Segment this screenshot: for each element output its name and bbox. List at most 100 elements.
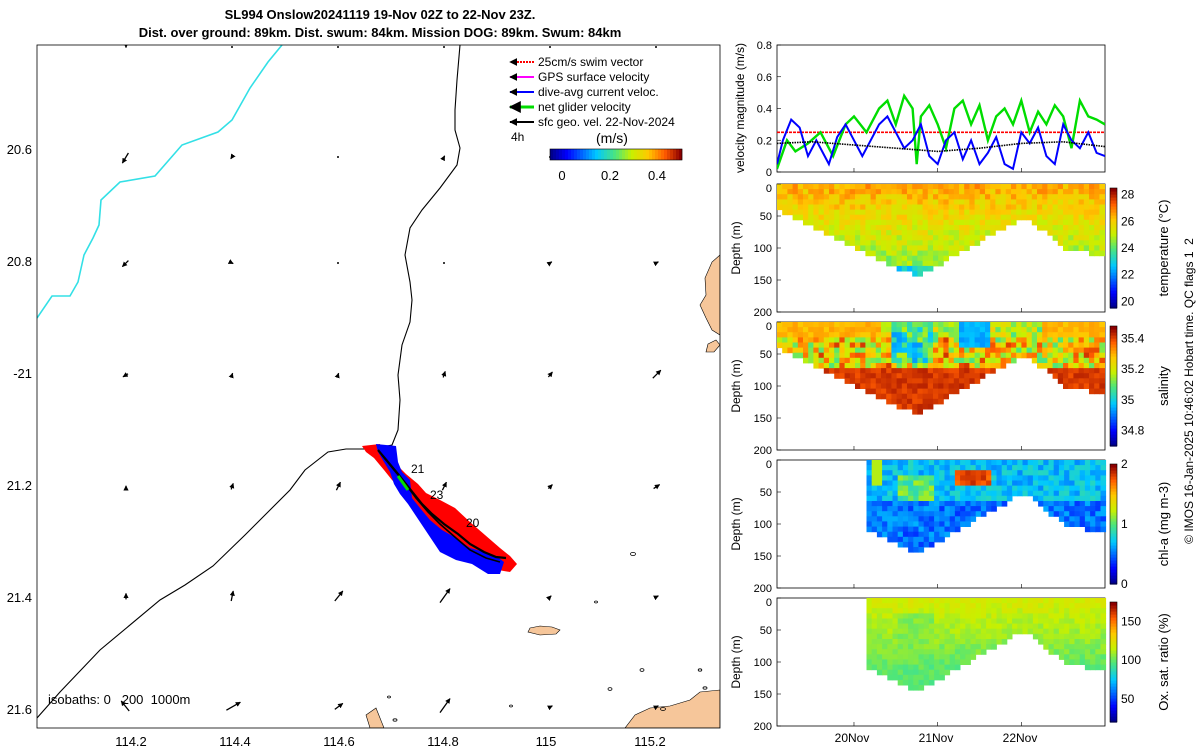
geo-arrow	[229, 482, 235, 490]
colorbar-label: Ox. sat. ratio (%)	[1156, 613, 1171, 711]
geo-arrow	[653, 705, 659, 711]
velocity-ytick: 0.6	[757, 72, 772, 84]
colorbar-tick: 150	[1121, 614, 1141, 628]
map-colorbar-frame	[549, 148, 683, 161]
geo-arrow	[547, 371, 553, 378]
colorbar-salinity: 34.8 35 35.2 35.4	[1109, 325, 1145, 447]
day-label-20: 20	[466, 516, 480, 530]
figure-title: SL994 Onslow20241119 19-Nov 02Z to 22-No…	[0, 6, 760, 42]
depth-tick: 100	[754, 519, 772, 531]
depth-tick: 100	[754, 243, 772, 255]
land-patch-island-2	[705, 339, 720, 353]
section-panel-chl-a: 0 50 100 150 200 Depth (m) 0 1 2 chl-a (mg m-3)	[729, 457, 1171, 595]
map-colorbar	[550, 149, 683, 160]
legend-label: net glider velocity	[538, 100, 631, 114]
velocity-ylabel: velocity magnitude (m/s)	[733, 43, 747, 173]
velocity-ytick: 0.4	[757, 104, 772, 116]
xtick-20nov: 20Nov	[835, 731, 870, 745]
geo-arrow	[439, 698, 451, 713]
legend-item: sfc geo. vel. 22-Nov-2024	[509, 115, 675, 129]
depth-tick: 150	[754, 689, 772, 701]
map-lon-ticks: 114.2 114.4 114.6 114.8 115 115.2	[115, 734, 666, 749]
geo-arrow	[337, 156, 339, 158]
lat-tick-21-6: 21.6	[7, 702, 32, 717]
colorbar-label: temperature (°C)	[1156, 200, 1171, 297]
footer-credit: © IMOS 16-Jan-2025 10:46:02 Hobart time.…	[1182, 238, 1196, 544]
land-patch-island	[527, 625, 561, 636]
depth-tick: 150	[754, 551, 772, 563]
colorbar-tick: 20	[1121, 294, 1135, 308]
isobath-cyan	[37, 45, 283, 319]
colorbar-units: (m/s)	[596, 130, 628, 146]
geo-arrow	[440, 155, 446, 162]
xtick-21nov: 21Nov	[919, 731, 954, 745]
lat-tick-21-4: 21.4	[7, 590, 32, 605]
colorbar-tick: 28	[1121, 188, 1135, 202]
velocity-panel: 0 0.2 0.4 0.6 0.8 velocity magnitude (m/s)	[733, 40, 1106, 179]
isobaths-label: isobaths: 0 200 1000m	[48, 692, 190, 707]
land-patch-southeast	[624, 689, 720, 728]
land-patch-south	[365, 707, 385, 728]
legend-item: 25cm/s swim vector	[509, 55, 643, 69]
lon-tick-114-6: 114.6	[323, 734, 355, 749]
lon-tick-114-2: 114.2	[115, 734, 147, 749]
legend-label: dive-avg current veloc.	[538, 85, 659, 99]
geo-arrow	[120, 700, 130, 712]
legend-item: net glider velocity	[508, 100, 631, 114]
geo-arrow	[226, 701, 241, 711]
depth-ylabel: Depth (m)	[729, 359, 743, 412]
colorbar-tick: 35.4	[1121, 331, 1145, 345]
geo-arrow	[655, 46, 657, 48]
colorbar-temperature: 20 22 24 26 28	[1109, 188, 1135, 309]
depth-tick: 50	[760, 625, 772, 637]
depth-tick: 150	[754, 413, 772, 425]
map-frame	[36, 44, 721, 729]
day-label-23: 23	[430, 488, 444, 502]
geo-arrow	[653, 595, 659, 601]
velocity-ytick: 0	[766, 167, 772, 179]
velocity-series-dive-avg-current	[777, 114, 1105, 171]
lon-tick-115-2: 115.2	[634, 734, 666, 749]
geo-arrow	[549, 46, 551, 48]
cbar-tick-0: 0	[558, 168, 565, 183]
colorbar-label: salinity	[1156, 366, 1171, 406]
depth-ylabel: Depth (m)	[729, 635, 743, 688]
depth-tick: 100	[754, 657, 772, 669]
depth-tick: 150	[754, 275, 772, 287]
title-line-2: Dist. over ground: 89km. Dist. swum: 84k…	[138, 25, 622, 40]
depth-tick: 200	[754, 445, 772, 457]
velocity-series-sfc-geo-vel-	[777, 140, 1105, 153]
depth-tick: 200	[754, 307, 772, 319]
legend-label: 25cm/s swim vector	[538, 55, 643, 69]
depth-tick: 100	[754, 381, 772, 393]
lat-tick-20-8: 20.8	[7, 254, 32, 269]
depth-tick: 0	[766, 459, 772, 471]
colorbar-tick: 1	[1121, 517, 1128, 531]
geo-arrow	[122, 372, 129, 378]
geo-arrow	[230, 153, 236, 160]
geo-arrow	[229, 590, 235, 602]
lon-tick-115: 115	[536, 734, 557, 749]
geo-arrow	[337, 46, 339, 48]
legend-label: GPS surface velocity	[538, 70, 649, 84]
geo-arrow	[443, 46, 445, 48]
land-patch-east	[699, 254, 720, 336]
colorbar-tick: 35	[1121, 393, 1135, 407]
cbar-tick-0-2: 0.2	[601, 168, 619, 183]
net-velocity-segment	[396, 475, 410, 491]
depth-tick: 200	[754, 583, 772, 595]
geo-arrow	[337, 262, 339, 264]
section-panel-oxygen: 0 50 100 150 200 Depth (m) 50 100 150 Ox. sat. ra…	[729, 597, 1171, 733]
day-label-21: 21	[411, 462, 425, 476]
geo-arrow	[335, 481, 341, 491]
depth-tick: 50	[760, 211, 772, 223]
xtick-22nov: 22Nov	[1003, 731, 1038, 745]
map-lat-ticks: 20.6 20.8 -21 21.2 21.4 21.6	[7, 142, 32, 717]
colorbar-tick: 50	[1121, 692, 1135, 706]
colorbar-tick: 0	[1121, 577, 1128, 591]
velocity-ytick: 0.8	[757, 40, 772, 52]
geo-velocity-arrows	[120, 45, 662, 713]
lat-tick-20-6: 20.6	[7, 142, 32, 157]
